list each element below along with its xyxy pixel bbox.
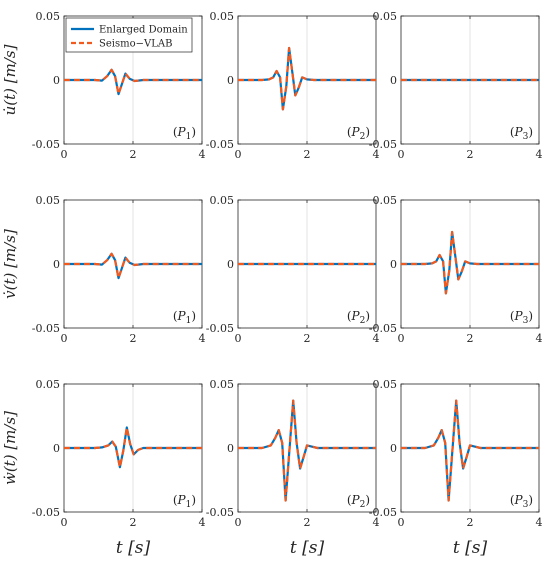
- panel-r0c0-ytick-label-1: 0: [53, 74, 60, 87]
- panel-r2c1-xtick-label-1: 2: [304, 516, 311, 529]
- legend-box: [65, 17, 193, 53]
- panel-r2c2-xtick-label-2: 4: [536, 516, 543, 529]
- panel-r1c1-ytick-label-0: 0.05: [210, 194, 235, 207]
- panel-r1c2-series-seismo-vlab: [401, 230, 539, 295]
- panel-r0c1-xtick-label-0: 0: [235, 148, 242, 161]
- panel-r1c1-xtick-label-2: 4: [373, 332, 380, 345]
- xlabel-col-1: t [s]: [290, 538, 325, 558]
- xlabel-col-2: t [s]: [453, 538, 488, 558]
- panel-r2c0-ytick-label-2: -0.05: [32, 506, 60, 519]
- ylabel-row-1: v̇(t) [m/s]: [1, 229, 19, 299]
- panel-r1c2-ytick-label-2: -0.05: [369, 322, 397, 335]
- panel-r1c2-xtick-label-1: 2: [467, 332, 474, 345]
- panel-r0c1-xtick-label-1: 2: [304, 148, 311, 161]
- panel-r0c1-series-seismo-vlab: [238, 46, 376, 111]
- panel-r2c0-ytick-label-0: 0.05: [36, 378, 61, 391]
- panel-r0c1-xtick-label-2: 4: [373, 148, 380, 161]
- panel-r0c0-ytick-label-2: -0.05: [32, 138, 60, 151]
- panel-r0c2-xtick-label-1: 2: [467, 148, 474, 161]
- panel-r2c2-tag: (P3): [510, 493, 533, 510]
- panel-r1c2-xtick-label-0: 0: [398, 332, 405, 345]
- panel-r1c0-tag: (P1): [173, 309, 196, 326]
- panel-r2c1-ytick-label-1: 0: [227, 442, 234, 455]
- panel-r1c0-ytick-label-0: 0.05: [36, 194, 61, 207]
- panel-r0c2-tag: (P3): [510, 125, 533, 142]
- panel-r0c0-xtick-label-2: 4: [199, 148, 206, 161]
- panel-r0c1-tag: (P2): [347, 125, 370, 142]
- panel-r1c1-xtick-label-1: 2: [304, 332, 311, 345]
- panel-r2c1-series-seismo-vlab: [238, 399, 376, 502]
- panel-r1c2-ytick-label-0: 0.05: [373, 194, 398, 207]
- panel-r2c0-xtick-label-0: 0: [61, 516, 68, 529]
- panel-r2c0-xtick-label-2: 4: [199, 516, 206, 529]
- panel-r2c1-ytick-label-0: 0.05: [210, 378, 235, 391]
- ylabel-row-0: u̇(t) [m/s]: [1, 44, 19, 115]
- panel-r0c0-series-seismo-vlab: [64, 68, 202, 96]
- xlabel-col-0: t [s]: [116, 538, 151, 558]
- panel-r1c1-ytick-label-1: 0: [227, 258, 234, 271]
- panel-r2c2-series-seismo-vlab: [401, 399, 539, 502]
- panel-r0c0-tag: (P1): [173, 125, 196, 142]
- panel-r1c0-xtick-label-0: 0: [61, 332, 68, 345]
- panel-r1c0-xtick-label-1: 2: [130, 332, 137, 345]
- panel-r2c1-ytick-label-2: -0.05: [206, 506, 234, 519]
- panel-r2c2-xtick-label-1: 2: [467, 516, 474, 529]
- panel-r1c0-xtick-label-2: 4: [199, 332, 206, 345]
- panel-r2c1-xtick-label-0: 0: [235, 516, 242, 529]
- legend-label-1: Seismo−VLAB: [99, 39, 172, 50]
- panel-r0c2-ytick-label-2: -0.05: [369, 138, 397, 151]
- panel-r1c2-xtick-label-2: 4: [536, 332, 543, 345]
- panel-r2c2-ytick-label-2: -0.05: [369, 506, 397, 519]
- panel-r0c0-xtick-label-0: 0: [61, 148, 68, 161]
- panel-r0c2-xtick-label-0: 0: [398, 148, 405, 161]
- panel-r1c0-series-seismo-vlab: [64, 252, 202, 280]
- panel-r2c0-tag: (P1): [173, 493, 196, 510]
- panel-r0c1-ytick-label-1: 0: [227, 74, 234, 87]
- panel-r0c1-ytick-label-2: -0.05: [206, 138, 234, 151]
- panel-r1c2-tag: (P3): [510, 309, 533, 326]
- panel-r1c0-ytick-label-1: 0: [53, 258, 60, 271]
- panel-r0c2-ytick-label-0: 0.05: [373, 10, 398, 23]
- panel-r2c0-series-seismo-vlab: [64, 426, 202, 469]
- panel-r2c2-xtick-label-0: 0: [398, 516, 405, 529]
- panel-r0c0-ytick-label-0: 0.05: [36, 10, 61, 23]
- panel-r0c2-xtick-label-2: 4: [536, 148, 543, 161]
- legend-label-0: Enlarged Domain: [99, 25, 188, 36]
- panel-r2c2-ytick-label-1: 0: [390, 442, 397, 455]
- panel-r2c0-ytick-label-1: 0: [53, 442, 60, 455]
- panel-r2c2-ytick-label-0: 0.05: [373, 378, 398, 391]
- panel-r1c1-ytick-label-2: -0.05: [206, 322, 234, 335]
- panel-r1c2-ytick-label-1: 0: [390, 258, 397, 271]
- panel-r1c0-ytick-label-2: -0.05: [32, 322, 60, 335]
- ylabel-row-2: ẇ(t) [m/s]: [1, 411, 19, 485]
- panel-r1c1-xtick-label-0: 0: [235, 332, 242, 345]
- panel-r0c2-ytick-label-1: 0: [390, 74, 397, 87]
- panel-r0c0-xtick-label-1: 2: [130, 148, 137, 161]
- panel-r2c0-xtick-label-1: 2: [130, 516, 137, 529]
- panel-r1c1-tag: (P2): [347, 309, 370, 326]
- panel-r0c1-ytick-label-0: 0.05: [210, 10, 235, 23]
- panel-r2c1-xtick-label-2: 4: [373, 516, 380, 529]
- panel-r2c1-tag: (P2): [347, 493, 370, 510]
